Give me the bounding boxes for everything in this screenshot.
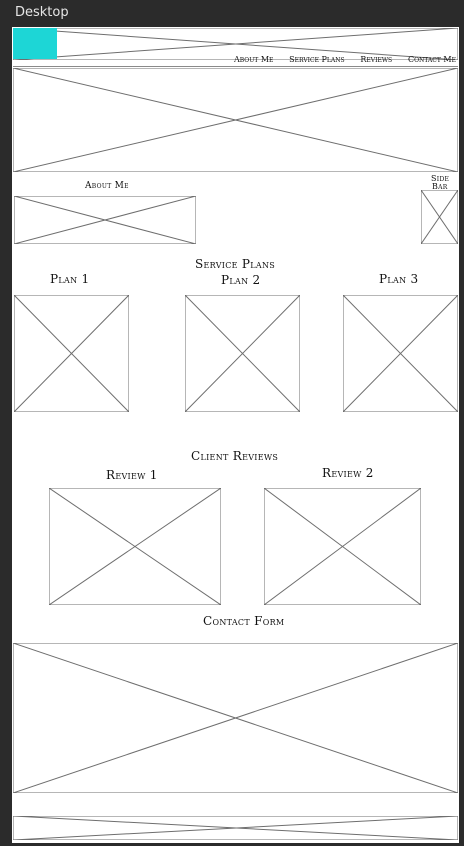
- service-plans-heading: Service Plans: [195, 257, 276, 271]
- sidebar-label-line2: Bar: [432, 182, 448, 191]
- footer-placeholder: [13, 816, 458, 840]
- plan-3-label: Plan 3: [379, 272, 419, 286]
- review-1-label: Review 1: [106, 468, 158, 482]
- review-2-label: Review 2: [322, 466, 374, 480]
- contact-form-heading: Contact Form: [203, 614, 285, 628]
- plan-1-label: Plan 1: [50, 272, 90, 286]
- nav-link-contact[interactable]: Contact Me: [407, 55, 456, 64]
- frame-label: Desktop: [15, 5, 69, 20]
- contact-form-placeholder[interactable]: [13, 643, 458, 793]
- plan-2-label: Plan 2: [221, 273, 261, 287]
- nav-link-about[interactable]: About Me: [234, 55, 274, 64]
- desktop-artboard: [12, 27, 459, 843]
- plan-2-placeholder: [185, 295, 300, 412]
- about-heading: About Me: [85, 181, 129, 191]
- plan-3-placeholder: [343, 295, 458, 412]
- logo[interactable]: [13, 28, 57, 59]
- sidebar-label-line1: Side: [431, 174, 450, 183]
- hero-image-placeholder: [13, 68, 458, 172]
- sidebar-placeholder: [421, 190, 458, 244]
- review-1-placeholder: [49, 488, 221, 605]
- review-2-placeholder: [264, 488, 421, 605]
- nav-link-reviews[interactable]: Reviews: [360, 55, 393, 64]
- nav-link-service-plans[interactable]: Service Plans: [289, 55, 345, 64]
- nav-divider: [13, 66, 458, 67]
- header-placeholder: [13, 28, 458, 60]
- about-placeholder: [14, 196, 196, 244]
- client-reviews-heading: Client Reviews: [191, 449, 279, 463]
- plan-1-placeholder: [14, 295, 129, 412]
- top-nav: About Me Service Plans Reviews Contact M…: [234, 55, 456, 64]
